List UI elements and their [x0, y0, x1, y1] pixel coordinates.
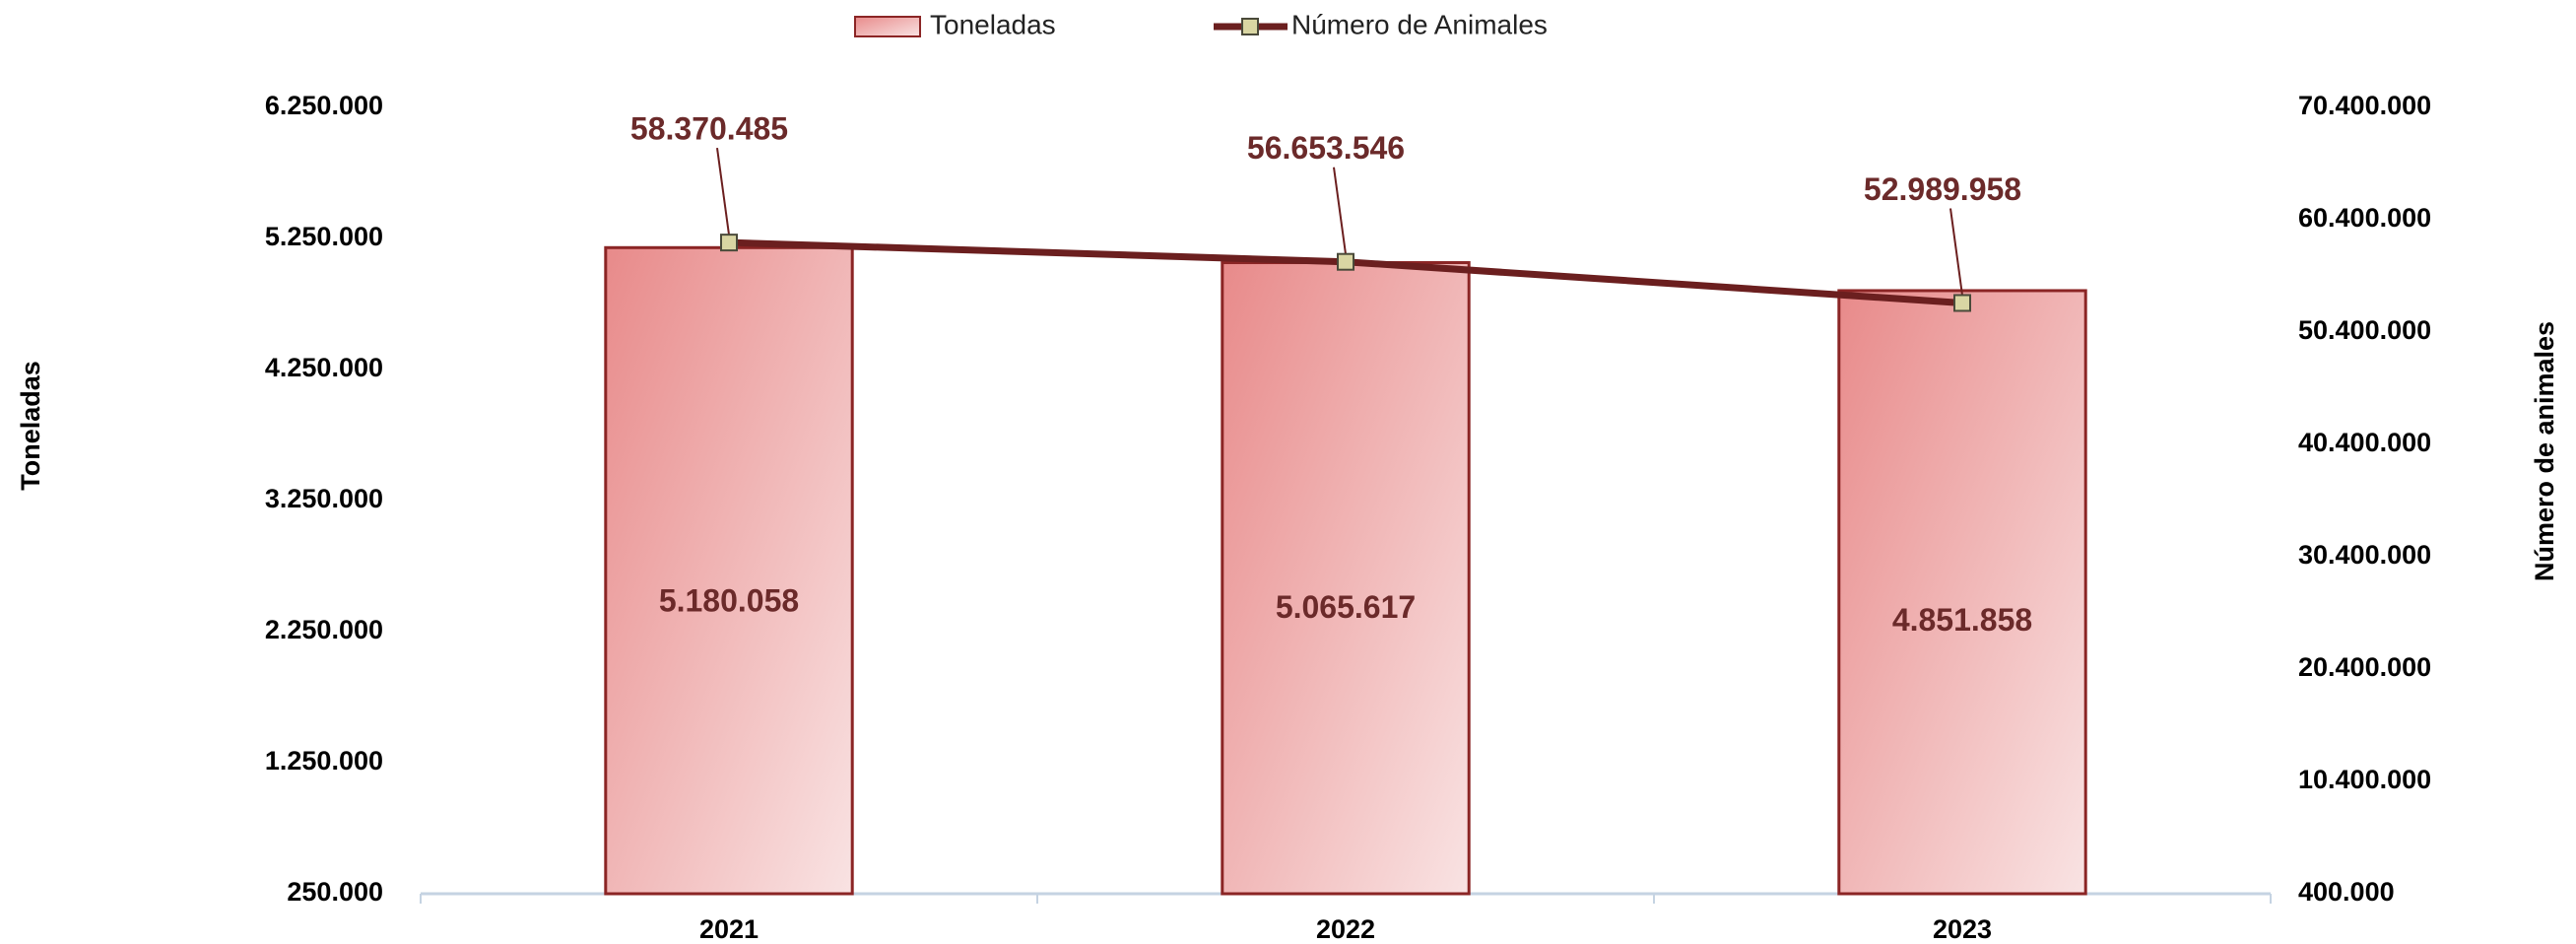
y2-axis-title: Número de animales — [2530, 321, 2559, 581]
y-tick-label: 6.250.000 — [265, 91, 383, 120]
y2-tick-label: 10.400.000 — [2298, 765, 2431, 794]
y2-tick-label: 60.400.000 — [2298, 203, 2431, 233]
line-marker — [720, 234, 738, 252]
y2-tick-label: 30.400.000 — [2298, 540, 2431, 570]
y2-tick-label: 20.400.000 — [2298, 652, 2431, 682]
bar-value-label: 5.180.058 — [659, 582, 799, 618]
legend-label: Toneladas — [930, 9, 1056, 39]
bar-value-label: 5.065.617 — [1276, 589, 1416, 625]
y-tick-label: 5.250.000 — [265, 222, 383, 251]
x-tick-label: 2022 — [1316, 914, 1375, 944]
bar — [1221, 261, 1471, 896]
legend-marker — [1241, 18, 1259, 35]
line-marker — [1337, 252, 1354, 271]
y2-tick-label: 70.400.000 — [2298, 91, 2431, 120]
bar — [1837, 289, 2087, 896]
y2-tick-label: 50.400.000 — [2298, 315, 2431, 345]
y-tick-label: 2.250.000 — [265, 615, 383, 644]
bar-value-label: 4.851.858 — [1892, 602, 2032, 638]
leader-line — [1949, 208, 1963, 296]
leader-line — [1333, 167, 1347, 254]
y-tick-label: 4.250.000 — [265, 353, 383, 382]
y-tick-label: 3.250.000 — [265, 484, 383, 513]
line-value-label: 58.370.485 — [630, 111, 788, 147]
y-tick-label: 1.250.000 — [265, 746, 383, 775]
y2-tick-label: 40.400.000 — [2298, 428, 2431, 457]
x-tick-label: 2023 — [1933, 914, 1992, 944]
y-tick-label: 250.000 — [287, 877, 383, 907]
bar — [604, 245, 854, 896]
y2-tick-label: 400.000 — [2298, 877, 2395, 907]
legend-swatch — [854, 16, 921, 37]
x-tick-label: 2021 — [699, 914, 759, 944]
line-value-label: 56.653.546 — [1247, 130, 1405, 166]
legend-label: Número de Animales — [1291, 9, 1548, 39]
leader-line — [716, 148, 730, 236]
line-value-label: 52.989.958 — [1864, 171, 2021, 207]
y-axis-title: Toneladas — [16, 361, 45, 491]
line-marker — [1953, 294, 1971, 312]
